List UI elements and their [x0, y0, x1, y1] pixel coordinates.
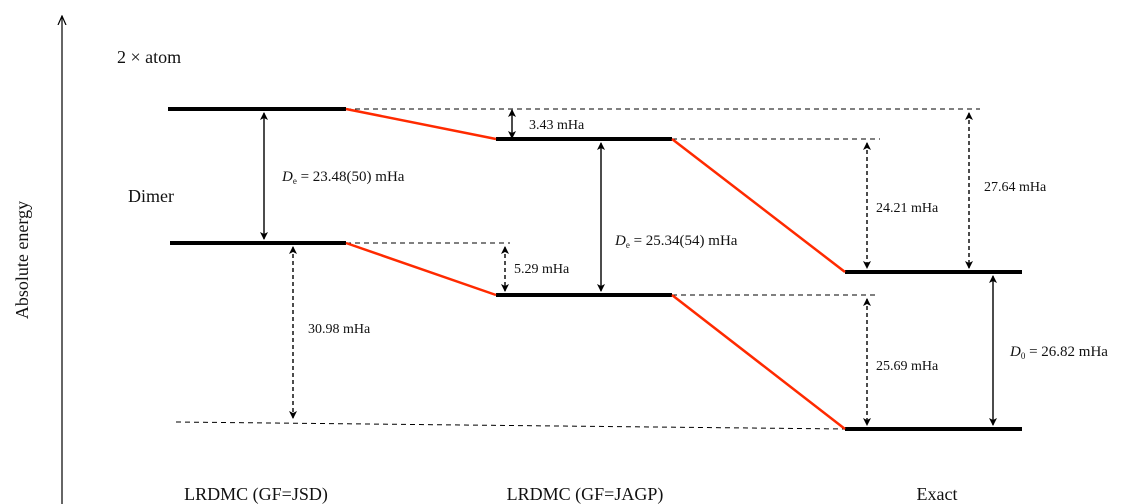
column-label-exact: Exact: [917, 484, 958, 504]
d0-exact-label: D0 = 26.82 mHa: [1009, 344, 1108, 361]
connector-dimer-jagp-exact: [671, 294, 846, 430]
gap-label-atom-jsd-jagp: 3.43 mHa: [529, 118, 585, 133]
dimer-label: Dimer: [128, 186, 174, 206]
connector-dimer-jsd-jagp: [345, 241, 497, 297]
column-label-jsd: LRDMC (GF=JSD): [184, 484, 328, 504]
column-label-jagp: LRDMC (GF=JAGP): [507, 484, 664, 504]
gap-label-dimer-jsd-exact: 30.98 mHa: [308, 322, 371, 337]
de-jsd-label: De = 23.48(50) mHa: [281, 169, 405, 186]
de-jagp-label: De = 25.34(54) mHa: [614, 233, 738, 250]
gap-label-atom-jagp-exact: 24.21 mHa: [876, 201, 939, 216]
atom-pair-label: 2 × atom: [117, 47, 181, 67]
gap-label-dimer-jsd-jagp: 5.29 mHa: [514, 262, 570, 277]
ref-line-bottom: [175, 421, 846, 430]
gap-label-atom-jsd-exact: 27.64 mHa: [984, 180, 1047, 195]
connector-atom-jagp-exact: [671, 138, 846, 273]
energy-axis-label: Absolute energy: [12, 201, 32, 319]
gap-label-dimer-jagp-exact: 25.69 mHa: [876, 359, 939, 374]
connector-atom-jsd-jagp: [345, 107, 497, 141]
